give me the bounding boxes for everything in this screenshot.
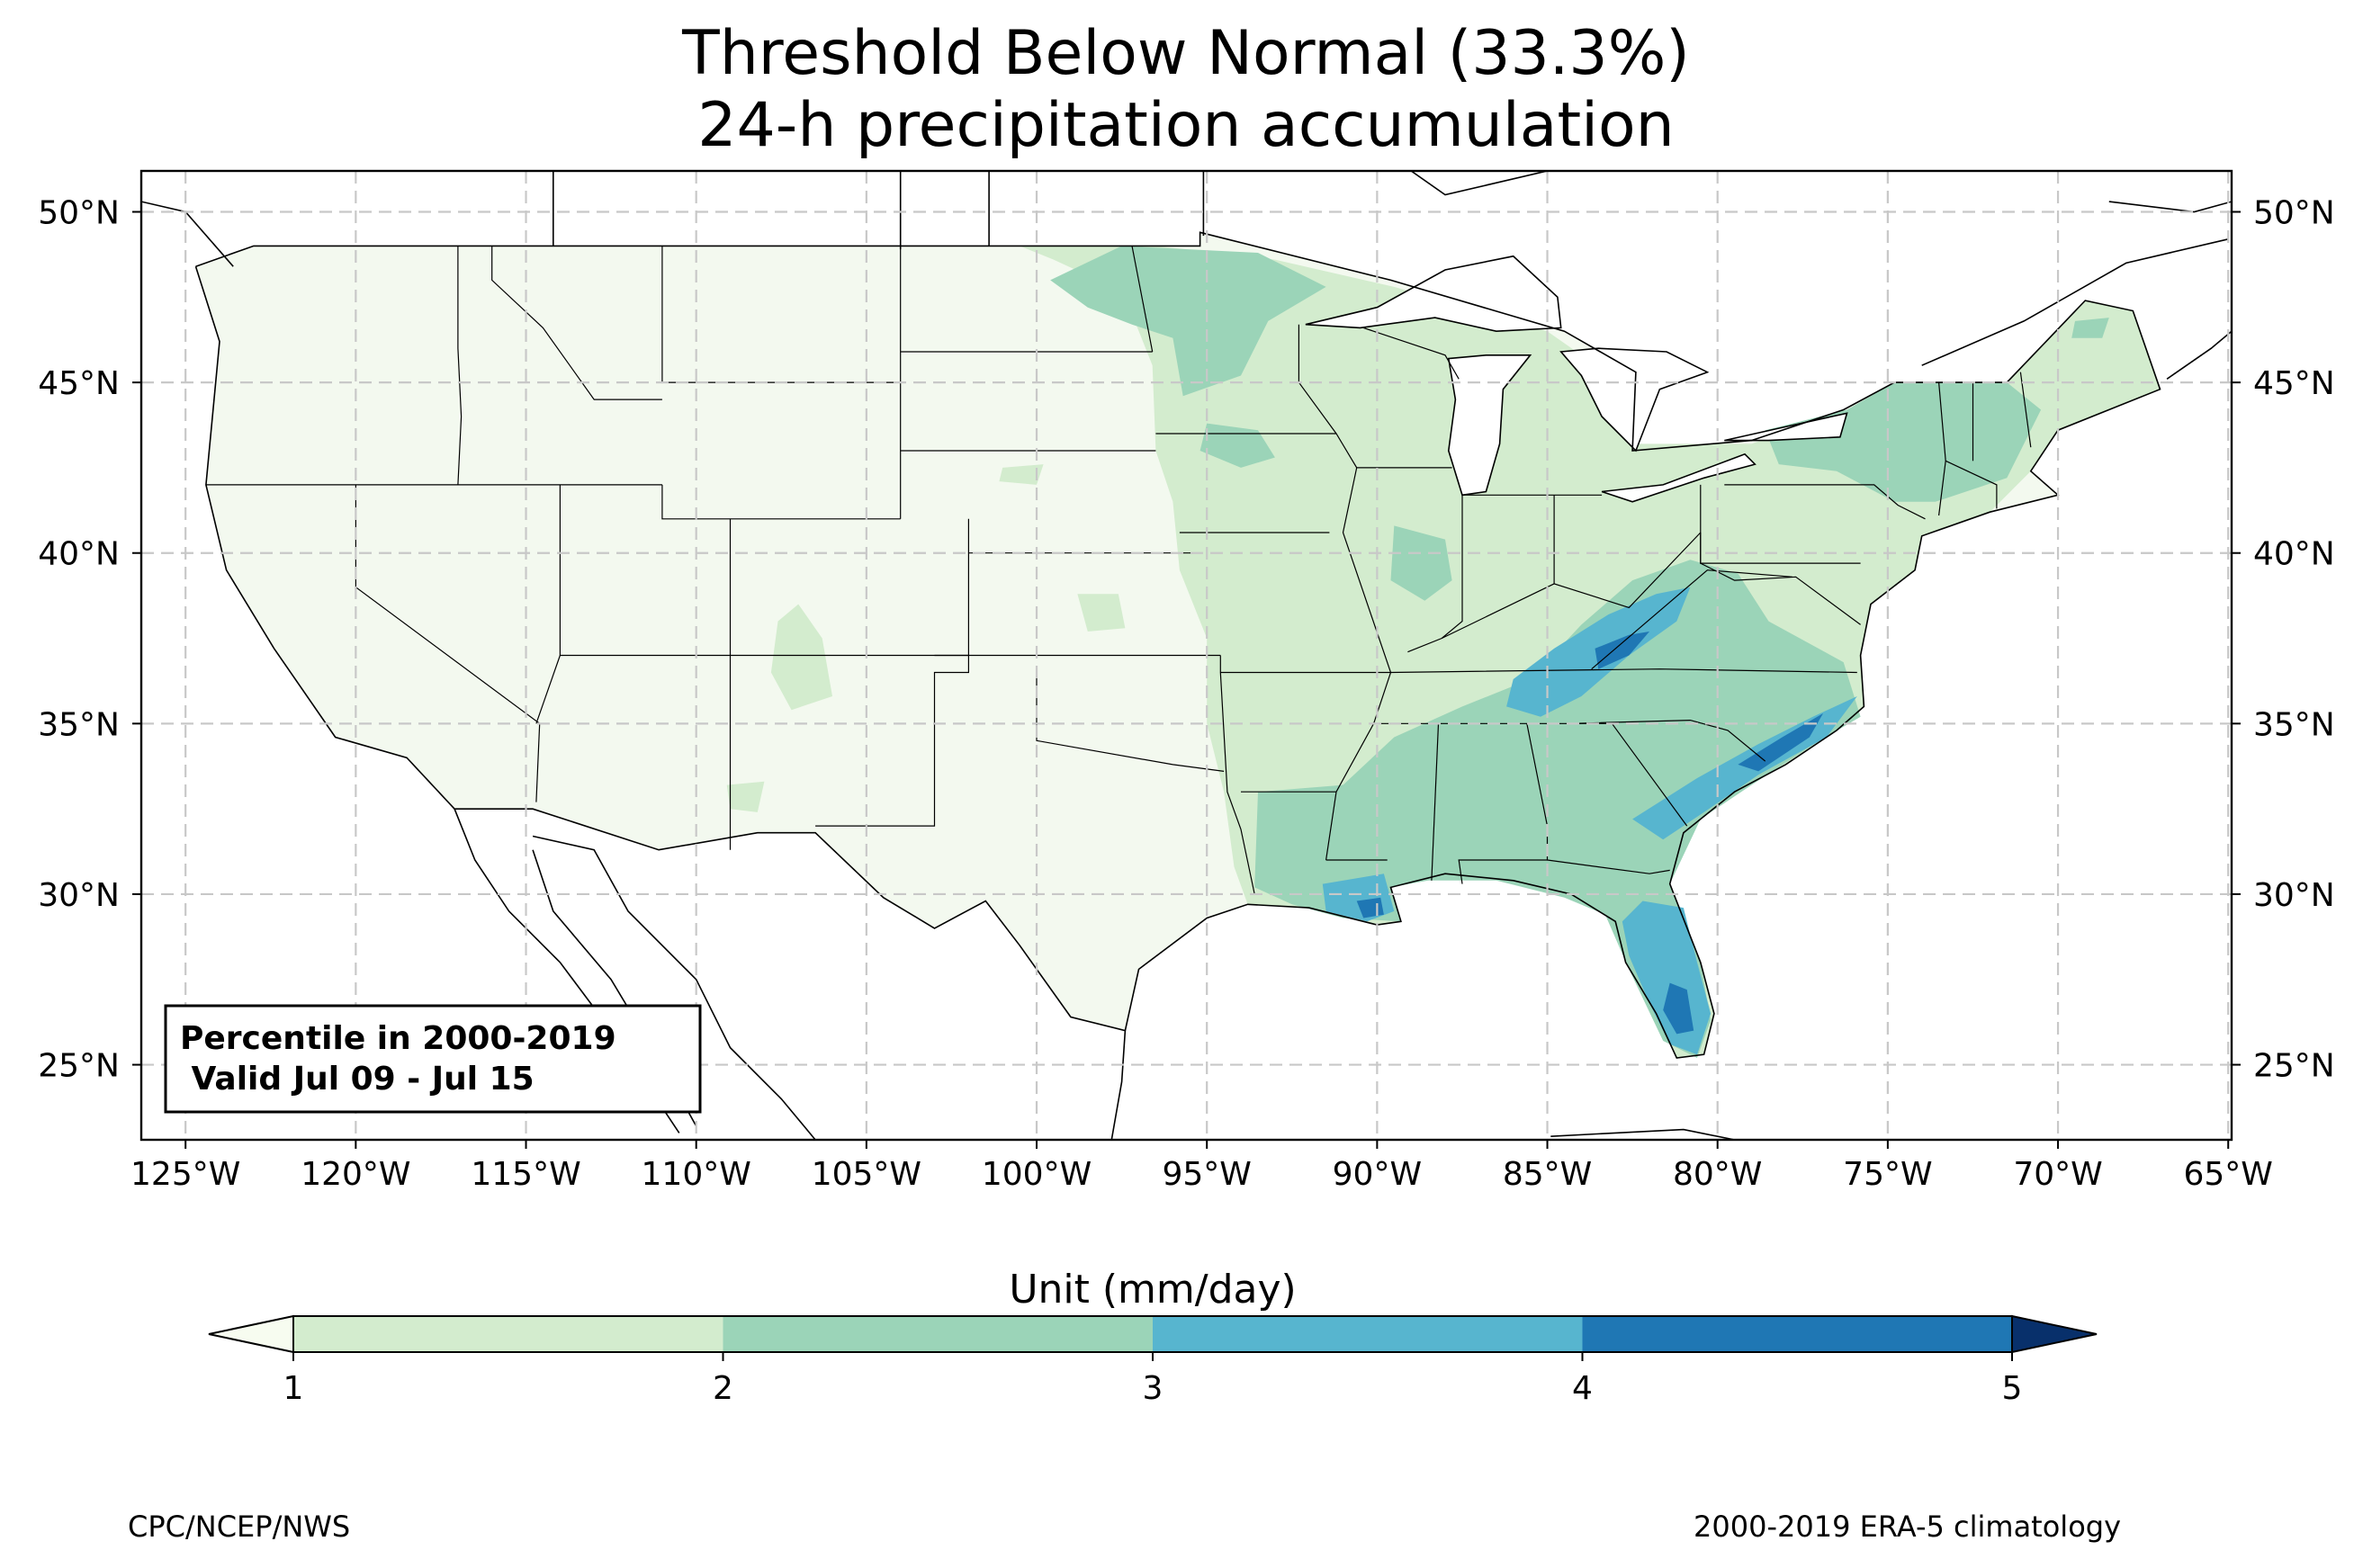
chart-title: Threshold Below Normal (33.3%) (682, 18, 1690, 89)
lat-tick-label-left: 45°N (38, 365, 120, 402)
lon-tick-label: 85°W (1503, 1156, 1592, 1193)
lon-tick-label: 95°W (1162, 1156, 1251, 1193)
lat-tick-label-right: 50°N (2253, 195, 2335, 232)
lat-tick-label-left: 25°N (38, 1048, 120, 1085)
lat-tick-label-right: 40°N (2253, 536, 2335, 573)
state-border (661, 484, 901, 520)
colorbar-tick-label: 4 (1572, 1370, 1593, 1407)
precip-region-nm (726, 781, 765, 812)
state-border (1407, 495, 1463, 653)
lon-tick-label: 125°W (130, 1156, 240, 1193)
lon-tick-label: 70°W (2013, 1156, 2102, 1193)
lon-tick-label: 110°W (642, 1156, 751, 1193)
state-border (1591, 569, 1792, 670)
colorbar-extend-low (208, 1314, 294, 1354)
gulf-st-lawrence-coast (2108, 201, 2232, 213)
lon-tick-label: 75°W (1843, 1156, 1932, 1193)
state-border (1700, 533, 1861, 625)
colorbar-segment (1153, 1316, 1583, 1352)
lake-superior (1305, 255, 1562, 333)
precip-region-maine (2071, 318, 2109, 338)
state-border (1611, 722, 1688, 827)
lon-tick-label: 115°W (471, 1156, 580, 1193)
colorbar-tick-label: 5 (2002, 1370, 2023, 1407)
lon-tick-label: 100°W (982, 1156, 1092, 1193)
lat-tick-label-left: 40°N (38, 536, 120, 573)
state-border (1945, 460, 1998, 509)
precip-region-tn-core (1595, 632, 1649, 669)
info-box-line1: Percentile in 2000-2019 (180, 1020, 616, 1057)
precip-region-ks (1077, 594, 1126, 632)
state-border (1442, 532, 1702, 640)
lon-tick-label: 105°W (812, 1156, 921, 1193)
state-border (1363, 327, 1460, 380)
precip-region-ne (999, 464, 1044, 485)
colorbar-tick-label: 3 (1143, 1370, 1164, 1407)
map-area (141, 171, 2232, 1140)
lat-tick-label-left: 35°N (38, 706, 120, 743)
lon-tick-label: 65°W (2184, 1156, 2273, 1193)
lat-tick-label-right: 35°N (2253, 706, 2335, 743)
lat-tick-label-left: 50°N (38, 195, 120, 232)
lake-michigan (1447, 354, 1532, 497)
cuba-coast (1550, 1128, 1735, 1140)
lat-tick-label-right: 45°N (2253, 365, 2335, 402)
precip-region-fl-core (1663, 982, 1694, 1035)
precip-region-upper-midwest (1050, 246, 1326, 397)
nova-scotia-coast (2166, 330, 2232, 380)
colorbar-segment (1582, 1316, 2013, 1352)
map-frame (139, 169, 2233, 1142)
precip-region-colorado (770, 604, 832, 711)
state-border (559, 484, 969, 657)
lat-tick-label-left: 30°N (38, 877, 120, 914)
mexico-coast-gulf (1110, 1030, 1127, 1140)
state-border (1724, 484, 1926, 520)
st-lawrence-coast (1921, 238, 2229, 366)
lat-tick-label-right: 30°N (2253, 877, 2335, 914)
precip-region-iowa (1199, 423, 1275, 468)
state-border (815, 518, 970, 827)
info-box (164, 1004, 702, 1114)
lake-ontario (1724, 412, 1848, 442)
state-border (1570, 719, 1766, 762)
lon-tick-label: 90°W (1333, 1156, 1422, 1193)
footer-climatology: 2000-2019 ERA-5 climatology (1694, 1510, 2122, 1544)
hudson-coast (1410, 171, 1548, 196)
state-border (535, 655, 561, 724)
info-box-line2: Valid Jul 09 - Jul 15 (180, 1061, 535, 1098)
state-border (1431, 723, 1440, 881)
footer-credit: CPC/NCEP/NWS (128, 1510, 351, 1544)
lon-tick-label: 120°W (301, 1156, 410, 1193)
colorbar-tick-label: 1 (283, 1370, 304, 1407)
chart-subtitle: 24-h precipitation accumulation (697, 90, 1675, 161)
precip-region-illinois (1390, 525, 1452, 601)
state-border (1219, 655, 1255, 895)
state-border (491, 246, 662, 400)
state-border (1131, 246, 1154, 353)
colorbar-extend-high (2011, 1314, 2098, 1354)
state-border (2019, 372, 2032, 448)
state-border (1938, 382, 1946, 516)
state-border (1298, 324, 1392, 861)
colorbar-segment (293, 1316, 723, 1352)
precip-region-southeast (1254, 560, 1861, 1058)
mexico-coast-pacific (532, 835, 816, 1140)
lat-tick-label-right: 25°N (2253, 1048, 2335, 1085)
colorbar-segment (723, 1316, 1154, 1352)
state-border (1547, 859, 1670, 874)
lon-tick-label: 80°W (1673, 1156, 1762, 1193)
colorbar-tick-label: 2 (713, 1370, 733, 1407)
state-border (1390, 668, 1857, 674)
colorbar-label: Unit (mm/day) (1009, 1267, 1296, 1313)
precip-region-northeast (1765, 382, 2042, 502)
lake-erie (1601, 452, 1757, 503)
